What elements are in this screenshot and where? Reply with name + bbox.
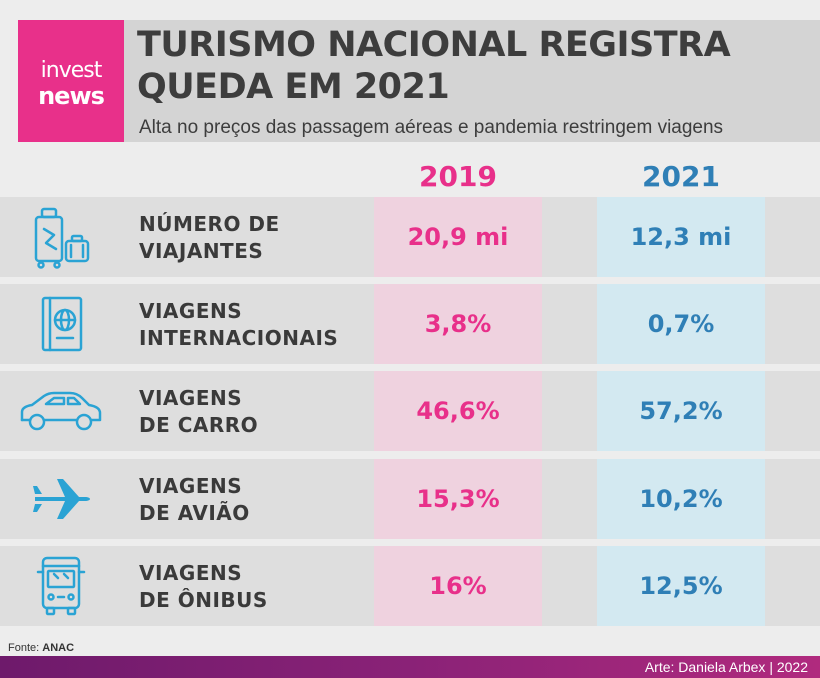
- row-label-line1: VIAGENS: [139, 386, 243, 410]
- table-row: NÚMERO DE VIAJANTES 20,9 mi 12,3 mi: [0, 197, 820, 277]
- value-2021: 12,5%: [597, 546, 765, 626]
- value-2019: 46,6%: [374, 371, 542, 451]
- row-label: VIAGENS INTERNACIONAIS: [139, 298, 369, 352]
- title-line2: QUEDA EM 2021: [137, 67, 450, 107]
- source-name: ANAC: [42, 642, 75, 654]
- column-header-2019: 2019: [419, 160, 497, 193]
- row-label: VIAGENS DE AVIÃO: [139, 473, 369, 527]
- column-header-2021: 2021: [642, 160, 720, 193]
- airplane-icon: [16, 467, 106, 531]
- row-label-line2: VIAJANTES: [139, 239, 264, 263]
- source-prefix: Fonte:: [8, 642, 40, 654]
- value-2019: 16%: [374, 546, 542, 626]
- logo-line2: news: [38, 82, 105, 110]
- row-label-line2: DE CARRO: [139, 413, 259, 437]
- value-2021: 10,2%: [597, 459, 765, 539]
- row-label-line1: VIAGENS: [139, 299, 243, 323]
- passport-icon: [16, 292, 106, 356]
- value-2021: 0,7%: [597, 284, 765, 364]
- row-label-line1: NÚMERO DE: [139, 212, 280, 236]
- header-band: [18, 20, 820, 142]
- value-2019: 3,8%: [374, 284, 542, 364]
- investnews-logo: invest news: [18, 20, 124, 142]
- page-subtitle: Alta no preços das passagem aéreas e pan…: [139, 117, 724, 138]
- luggage-icon: [16, 205, 106, 269]
- logo-line1: invest: [40, 58, 103, 83]
- row-label: VIAGENS DE CARRO: [139, 385, 369, 439]
- row-label-line2: DE ÔNIBUS: [139, 588, 268, 612]
- footer-bar: Arte: Daniela Arbex | 2022: [0, 656, 820, 678]
- row-label: VIAGENS DE ÔNIBUS: [139, 560, 369, 614]
- page-title: TURISMO NACIONAL REGISTRA QUEDA EM 2021: [137, 24, 812, 108]
- table-row: VIAGENS DE ÔNIBUS 16% 12,5%: [0, 546, 820, 626]
- table-row: VIAGENS DE AVIÃO 15,3% 10,2%: [0, 459, 820, 539]
- row-label: NÚMERO DE VIAJANTES: [139, 211, 369, 265]
- car-icon: [16, 379, 106, 443]
- value-2019: 15,3%: [374, 459, 542, 539]
- bus-icon: [16, 554, 106, 618]
- value-2021: 12,3 mi: [597, 197, 765, 277]
- table-row: VIAGENS DE CARRO 46,6% 57,2%: [0, 371, 820, 451]
- row-label-line1: VIAGENS: [139, 474, 243, 498]
- value-2021: 57,2%: [597, 371, 765, 451]
- table-row: VIAGENS INTERNACIONAIS 3,8% 0,7%: [0, 284, 820, 364]
- row-label-line2: INTERNACIONAIS: [139, 326, 339, 350]
- source-note: Fonte: ANAC: [8, 642, 74, 654]
- row-label-line2: DE AVIÃO: [139, 501, 250, 525]
- value-2019: 20,9 mi: [374, 197, 542, 277]
- title-line1: TURISMO NACIONAL REGISTRA: [137, 25, 731, 65]
- credit-text: Arte: Daniela Arbex | 2022: [644, 659, 808, 675]
- row-label-line1: VIAGENS: [139, 561, 243, 585]
